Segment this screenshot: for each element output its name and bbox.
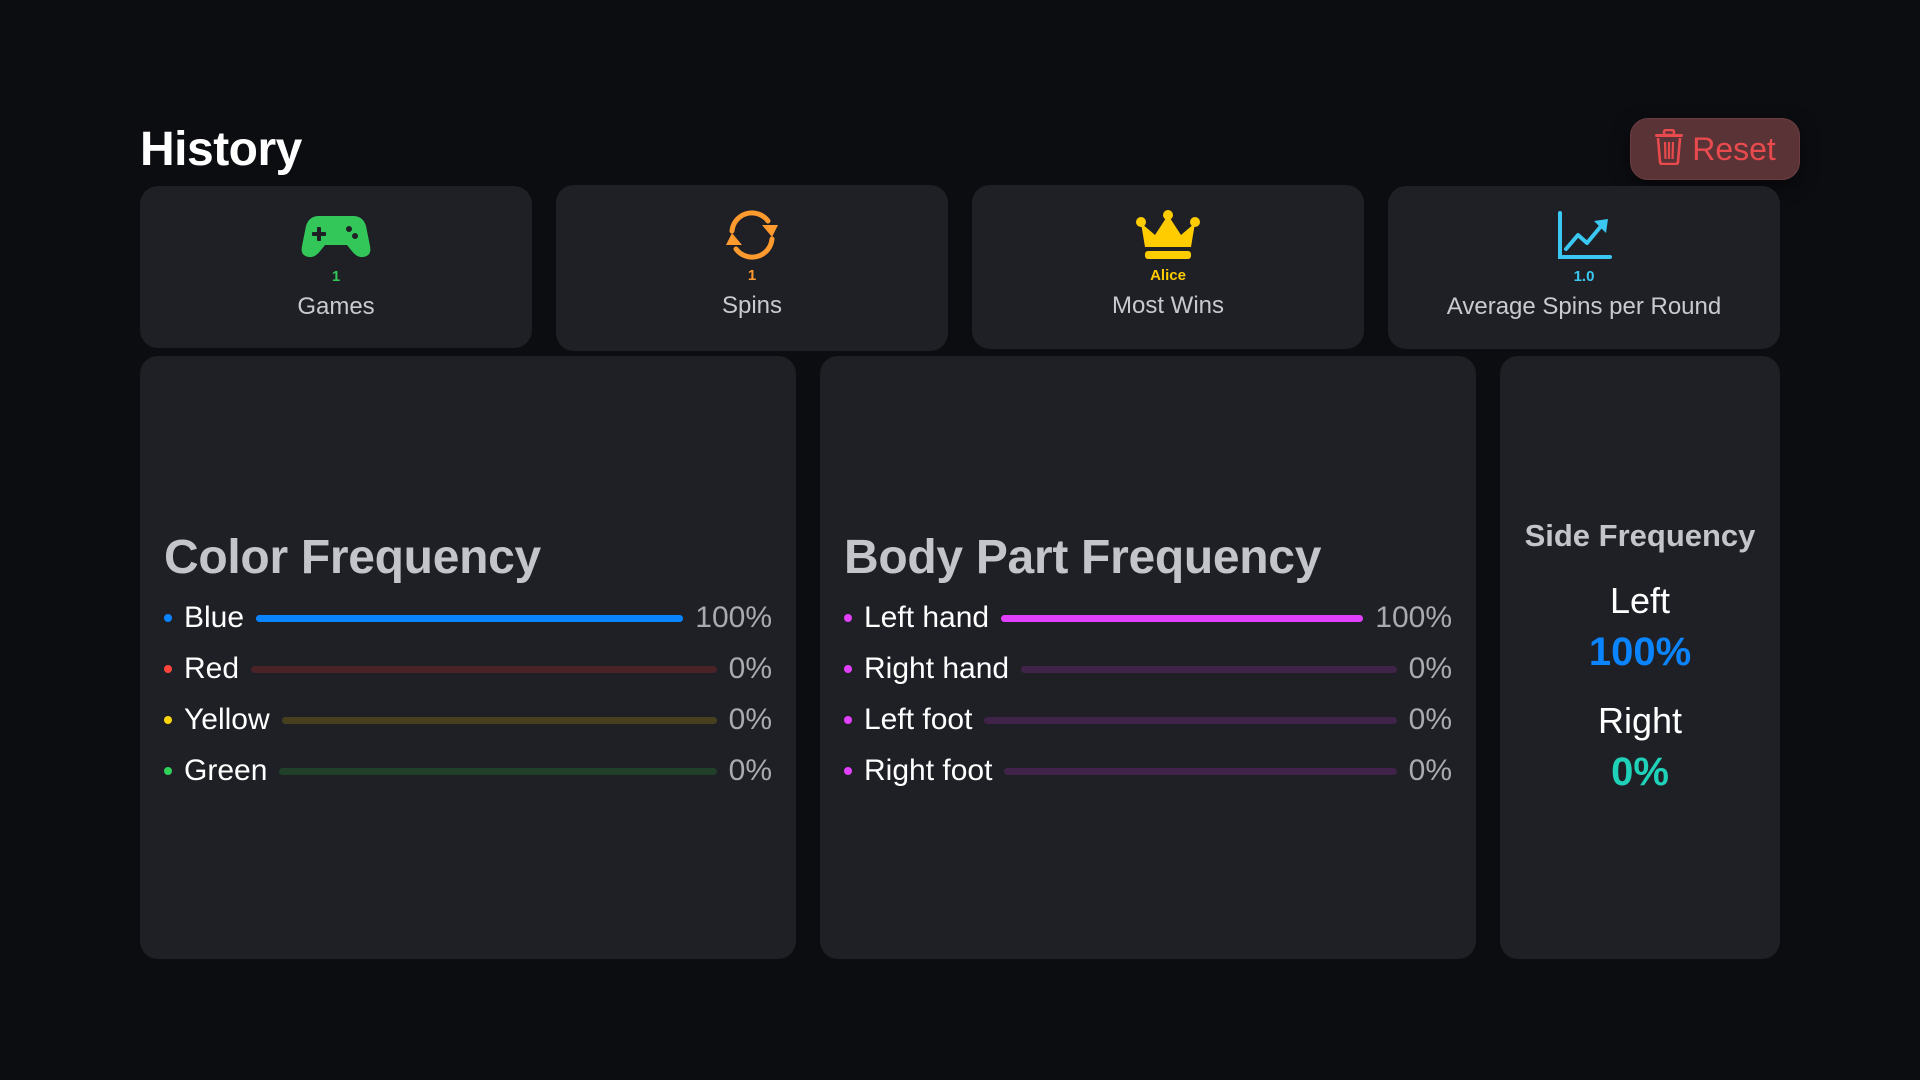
color-frequency-row: Blue 100% [164,598,772,638]
trash-icon [1654,128,1684,170]
color-frequency-percent: 100% [695,601,772,634]
stat-label: Most Wins [1111,292,1224,319]
color-frequency-panel [140,356,796,959]
body-part-frequency-bar-track [984,716,1397,724]
body-part-frequency-row: Left foot 0% [844,700,1452,740]
side-left-label: Left [1609,580,1671,621]
body-part-frequency-percent: 0% [1408,703,1452,736]
color-frequency-bar-track [256,614,684,622]
stat-value: 1 [747,267,757,284]
body-part-frequency-name: Left hand [864,601,990,634]
reset-label: Reset [1692,130,1776,167]
body-part-frequency-dot [844,767,852,775]
stat-label: Spins [721,292,783,319]
side-frequency-title: Side Frequency [1524,518,1756,553]
stat-value: 1 [331,268,341,285]
body-part-frequency-panel [820,356,1476,959]
color-frequency-percent: 0% [728,754,772,787]
body-part-frequency-row: Left hand 100% [844,598,1452,638]
color-frequency-dot [164,767,172,775]
body-part-frequency-percent: 100% [1375,601,1452,634]
stat-card-spins: 1 Spins [556,185,948,351]
color-frequency-bar-track [281,716,717,724]
body-part-frequency-percent: 0% [1408,652,1452,685]
crown-icon [1135,207,1201,263]
body-part-frequency-dot [844,665,852,673]
body-part-frequency-row: Right foot 0% [844,751,1452,791]
reset-button[interactable]: Reset [1630,118,1800,180]
color-frequency-name: Yellow [184,703,270,736]
color-frequency-row: Red 0% [164,649,772,689]
stat-value: Alice [1150,267,1186,284]
color-frequency-percent: 0% [728,703,772,736]
stat-label: Games [297,293,375,320]
color-frequency-row: Yellow 0% [164,700,772,740]
color-frequency-name: Green [184,754,268,787]
color-frequency-name: Red [184,652,240,685]
body-part-frequency-name: Right hand [864,652,1010,685]
color-frequency-bar-track [279,767,717,775]
body-part-frequency-name: Left foot [864,703,973,736]
stat-card-most-wins: Alice Most Wins [972,185,1364,349]
side-right-percent: 0% [1611,750,1669,794]
gamepad-icon [301,208,371,264]
color-frequency-percent: 0% [728,652,772,685]
body-part-frequency-bar-track [1004,767,1397,775]
color-frequency-row: Green 0% [164,751,772,791]
chart-line-icon [1556,208,1612,264]
refresh-icon [722,207,782,263]
side-left-percent: 100% [1588,630,1692,674]
body-part-frequency-bar-fill [1001,614,1364,622]
color-frequency-bar-fill [256,614,684,622]
body-part-frequency-bar-track [1001,614,1364,622]
body-part-frequency-percent: 0% [1408,754,1452,787]
page-title: History [140,123,302,176]
body-part-frequency-title: Body Part Frequency [844,531,1322,584]
color-frequency-dot [164,716,172,724]
side-right-label: Right [1597,700,1683,741]
color-frequency-dot [164,614,172,622]
stat-card-average-spins: 1.0 Average Spins per Round [1388,186,1780,349]
stat-value: 1.0 [1573,268,1595,285]
body-part-frequency-name: Right foot [864,754,993,787]
body-part-frequency-dot [844,716,852,724]
stat-card-games: 1 Games [140,186,532,348]
stat-label: Average Spins per Round [1446,293,1722,320]
body-part-frequency-row: Right hand 0% [844,649,1452,689]
color-frequency-dot [164,665,172,673]
color-frequency-title: Color Frequency [164,531,541,584]
color-frequency-name: Blue [184,601,245,634]
body-part-frequency-dot [844,614,852,622]
body-part-frequency-bar-track [1021,665,1397,673]
side-frequency-panel [1500,356,1780,959]
color-frequency-bar-track [251,665,717,673]
